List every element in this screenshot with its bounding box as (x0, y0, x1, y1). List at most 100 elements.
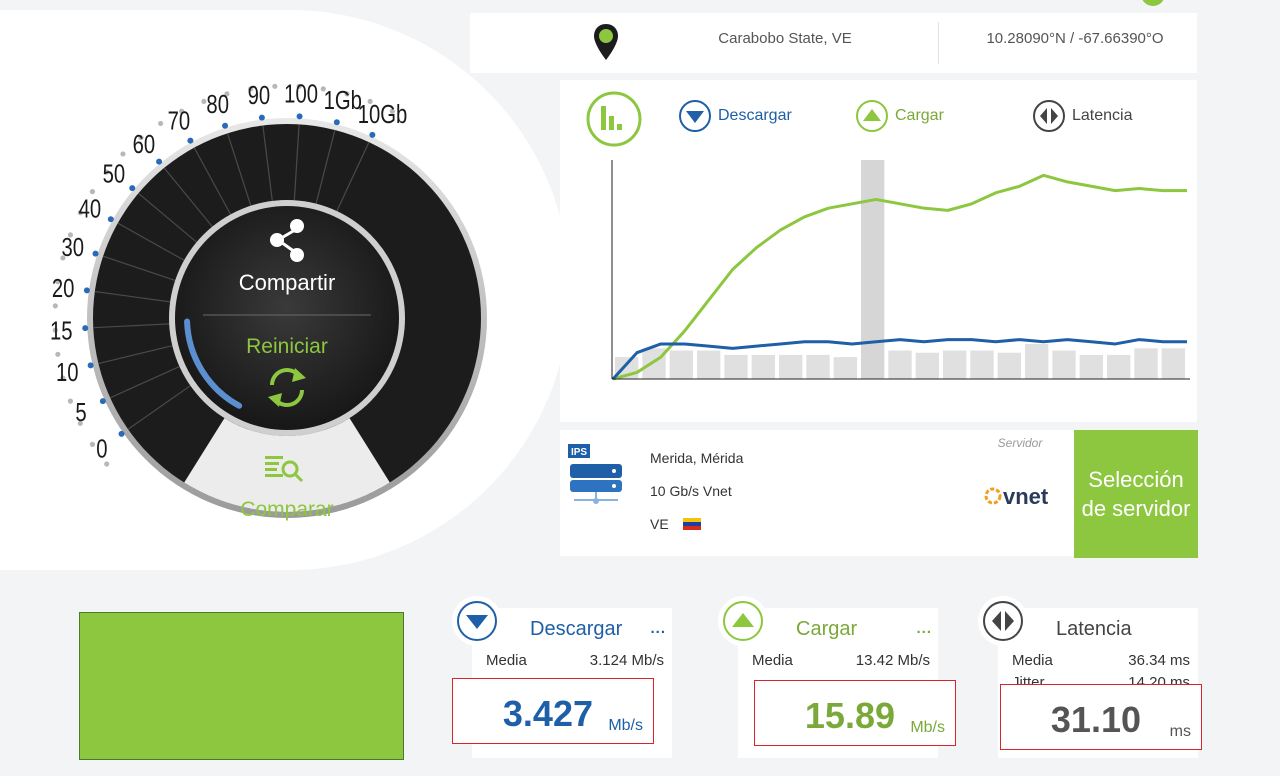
chart-bar (833, 357, 857, 379)
gauge-scale-label: 5 (75, 398, 86, 427)
chart-bar (888, 350, 912, 379)
green-panel (79, 612, 404, 760)
latency-icon (983, 601, 1023, 641)
gauge-dot (179, 108, 185, 114)
gauge-tick-marker (258, 114, 265, 121)
gauge-segments (82, 113, 376, 437)
latency-average-label: Media (1012, 652, 1053, 669)
gauge-dot (120, 151, 126, 157)
upload-unit: Mb/s (910, 719, 945, 736)
gauge-scale-label: 40 (79, 194, 102, 223)
gauge-dot (344, 91, 350, 97)
ips-badge: IPS (571, 447, 587, 458)
gauge-scale-label: 30 (61, 233, 84, 262)
chart-bar (806, 354, 830, 379)
chart-bar (642, 348, 666, 379)
chart-bar (915, 352, 939, 379)
gauge-dot (224, 91, 230, 97)
download-card: Descargar ... Media 3.124 Mb/s 3.427 Mb/… (452, 596, 676, 768)
speed-gauge: Compartir Reiniciar Comparar 05 10 15 20 30 4… (50, 79, 487, 521)
compare-icon[interactable] (265, 456, 304, 483)
share-label[interactable]: Compartir (239, 270, 336, 295)
share-icon[interactable] (270, 219, 304, 262)
chart-bar (1025, 343, 1049, 379)
location-coordinates: 10.28090°N / -67.66390°O (986, 30, 1164, 47)
legend-upload[interactable]: Cargar (855, 96, 944, 136)
gauge-scale-label: 90 (248, 80, 271, 109)
venezuela-flag-icon (682, 518, 701, 530)
gauge-segment-line (293, 124, 300, 201)
gauge-segment-line (93, 323, 170, 329)
vnet-logo: vnet (984, 484, 1049, 509)
legend-latency[interactable]: Latencia (1032, 96, 1133, 136)
gauge-segment-line (262, 125, 273, 201)
gauge-tick-marker (107, 216, 114, 223)
chart-bar (724, 354, 748, 379)
gauge-scale-label: 70 (168, 106, 191, 135)
gauge-scale-label: 15 (50, 316, 73, 345)
gauge-tick-marker (129, 185, 136, 192)
upload-more-button[interactable]: ... (916, 620, 932, 637)
gauge-dot (138, 135, 144, 141)
compare-label[interactable]: Comparar (240, 498, 333, 521)
upload-card-title: Cargar (796, 618, 858, 640)
gauge-scale-label: 60 (133, 130, 156, 159)
gauge-dot (60, 255, 66, 261)
select-server-button[interactable]: Selección de servidor (1074, 430, 1198, 558)
download-average-row: Media 3.124 Mb/s (486, 652, 664, 669)
download-more-button[interactable]: ... (650, 620, 666, 637)
latency-card-icon-wrap (978, 596, 1028, 646)
bar-chart-icon[interactable] (585, 88, 643, 150)
gauge-scale-label: 100 (284, 79, 318, 108)
chart-bar (1134, 348, 1158, 379)
upload-average-row: Media 13.42 Mb/s (752, 652, 930, 669)
gauge-scale-label: 10Gb (358, 100, 408, 129)
download-average-value: 3.124 Mb/s (589, 652, 664, 669)
restart-label[interactable]: Reiniciar (246, 335, 328, 358)
gauge-dot (77, 420, 83, 426)
gauge-scale-label: 0 (96, 434, 107, 463)
gauge-tick-marker (87, 362, 94, 369)
chart-bar (1161, 348, 1185, 379)
download-card-icon-wrap (452, 596, 502, 646)
chart-bar (1079, 354, 1103, 379)
restart-progress-arc (184, 318, 243, 409)
legend-latency-label: Latencia (1072, 107, 1133, 124)
gauge-dot (60, 375, 66, 381)
gauge-segment-line (163, 167, 213, 228)
legend-upload-label: Cargar (895, 107, 944, 124)
compare-segment[interactable] (184, 418, 390, 512)
gauge-dot (89, 441, 96, 447)
gauge-tick-marker (83, 287, 90, 294)
download-unit: Mb/s (608, 717, 643, 734)
gauge-dot (55, 351, 61, 357)
download-value-box: 3.427 Mb/s (452, 678, 654, 744)
refresh-icon[interactable] (268, 368, 306, 407)
gauge-dot (389, 108, 395, 114)
gauge-tick-marker (118, 430, 125, 437)
chart-bar (943, 350, 967, 379)
chart-series-line (611, 338, 1187, 381)
chart-bar (779, 354, 803, 379)
chart-series-line (612, 173, 1187, 381)
gauge-hub (175, 206, 399, 430)
gauge-dot (296, 83, 302, 89)
gauge-scale-label: 1Gb (324, 86, 362, 115)
server-icon: IPS (568, 444, 622, 504)
gauge-segment-line (193, 147, 232, 215)
gauge-dot (77, 210, 83, 216)
chart-bar (1052, 350, 1076, 379)
upload-arrow-icon (856, 100, 888, 132)
gauge-dot (52, 327, 58, 333)
svg-text:vnet: vnet (1003, 484, 1049, 509)
upload-value: 15.89 (804, 695, 895, 736)
gauge-segment-line (117, 222, 185, 261)
chart-bar (697, 350, 721, 379)
server-country: VE (650, 516, 701, 532)
legend-download[interactable]: Descargar (678, 96, 792, 136)
download-arrow-icon (679, 100, 711, 132)
download-card-title: Descargar (530, 618, 623, 640)
gauge-tick-marker (333, 119, 340, 126)
latency-average-value: 36.34 ms (1128, 652, 1190, 669)
chart-bar (997, 352, 1021, 379)
